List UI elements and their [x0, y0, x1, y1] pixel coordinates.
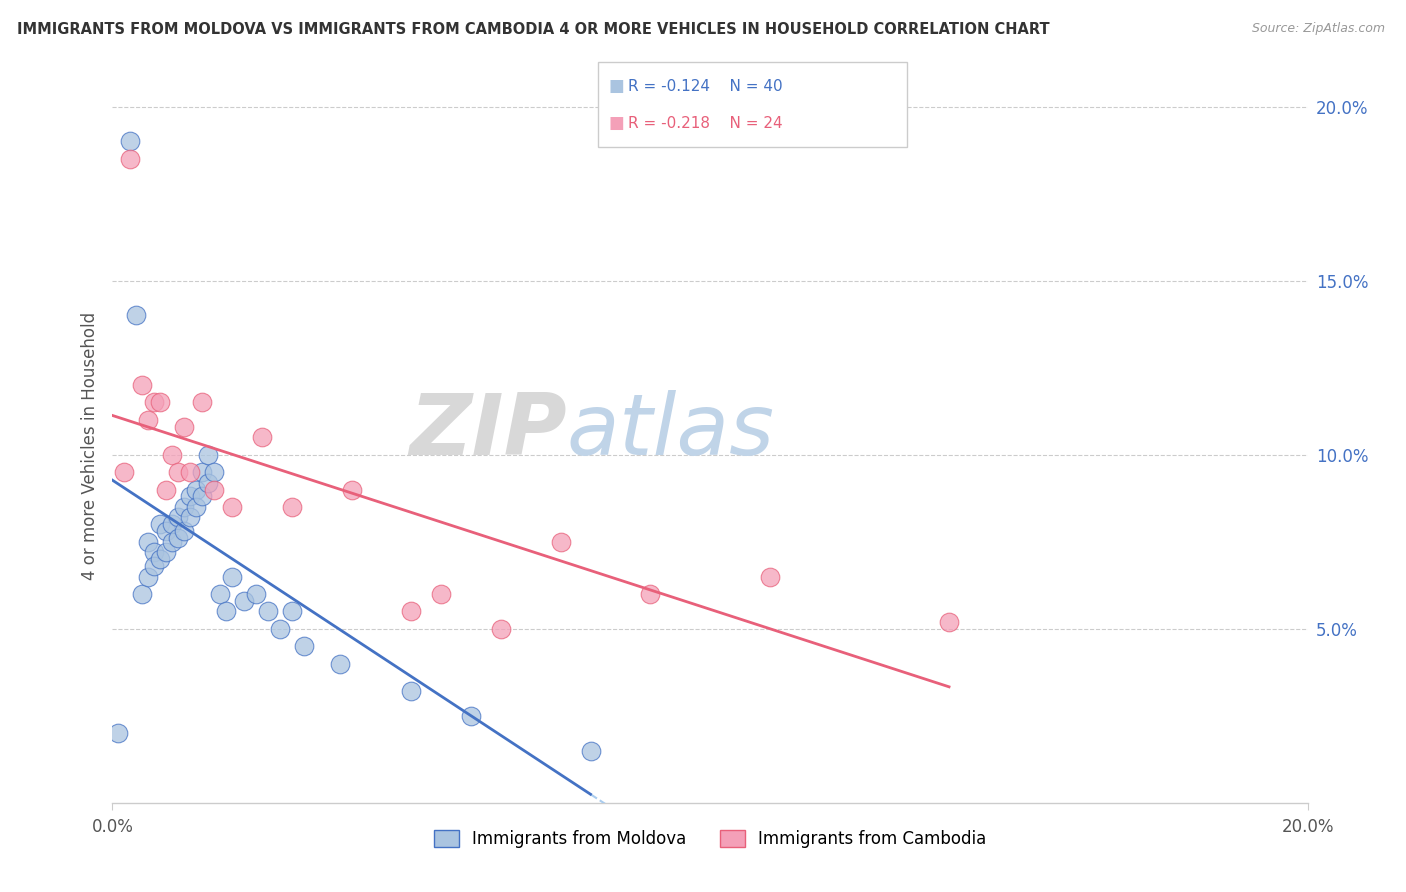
Point [155, 524, 177, 539]
Point [250, 430, 273, 444]
Point [173, 524, 195, 539]
Point [759, 569, 782, 583]
Text: IMMIGRANTS FROM MOLDOVA VS IMMIGRANTS FROM CAMBODIA 4 OR MORE VEHICLES IN HOUSEH: IMMIGRANTS FROM MOLDOVA VS IMMIGRANTS FR… [17, 22, 1049, 37]
Point [460, 708, 482, 723]
Point [162, 517, 183, 532]
Point [640, 587, 662, 601]
Point [155, 483, 177, 497]
Point [149, 395, 172, 409]
Point [489, 622, 512, 636]
Point [329, 657, 352, 671]
Text: Source: ZipAtlas.com: Source: ZipAtlas.com [1251, 22, 1385, 36]
Point [173, 500, 195, 514]
Point [197, 448, 219, 462]
Point [167, 465, 190, 479]
Point [114, 465, 135, 479]
Point [149, 552, 172, 566]
Point [233, 594, 256, 608]
Text: R = -0.218    N = 24: R = -0.218 N = 24 [628, 116, 783, 131]
Point [202, 465, 225, 479]
Point [269, 622, 291, 636]
Point [550, 534, 572, 549]
Point [162, 448, 183, 462]
Point [186, 500, 208, 514]
Point [138, 413, 160, 427]
Point [131, 378, 153, 392]
Point [197, 475, 219, 490]
Text: R = -0.124    N = 40: R = -0.124 N = 40 [628, 78, 783, 94]
Point [191, 395, 214, 409]
Point [143, 545, 166, 559]
Point [202, 483, 225, 497]
Point [579, 743, 602, 757]
Point [215, 604, 238, 618]
Point [143, 559, 166, 574]
Point [143, 395, 166, 409]
Point [120, 152, 142, 166]
Point [257, 604, 280, 618]
Text: ■: ■ [609, 114, 624, 132]
Point [167, 531, 190, 545]
Point [179, 490, 201, 504]
Point [292, 639, 315, 653]
Point [138, 534, 160, 549]
Point [245, 587, 267, 601]
Point [107, 726, 129, 740]
Point [191, 465, 214, 479]
Legend: Immigrants from Moldova, Immigrants from Cambodia: Immigrants from Moldova, Immigrants from… [427, 823, 993, 855]
Point [179, 510, 201, 524]
Text: ■: ■ [609, 78, 624, 95]
Point [131, 587, 153, 601]
Point [209, 587, 232, 601]
Point [125, 309, 148, 323]
Point [221, 569, 243, 583]
Point [149, 517, 172, 532]
Point [191, 490, 214, 504]
Point [186, 483, 208, 497]
Point [120, 135, 142, 149]
Point [173, 420, 195, 434]
Y-axis label: 4 or more Vehicles in Household: 4 or more Vehicles in Household [80, 312, 98, 580]
Point [162, 534, 183, 549]
Point [938, 615, 960, 629]
Point [430, 587, 453, 601]
Point [179, 465, 201, 479]
Point [138, 569, 160, 583]
Point [281, 500, 304, 514]
Text: ZIP: ZIP [409, 390, 567, 474]
Point [221, 500, 243, 514]
Point [167, 510, 190, 524]
Point [155, 545, 177, 559]
Point [401, 604, 423, 618]
Point [401, 684, 423, 698]
Text: atlas: atlas [567, 390, 775, 474]
Point [281, 604, 304, 618]
Point [340, 483, 363, 497]
